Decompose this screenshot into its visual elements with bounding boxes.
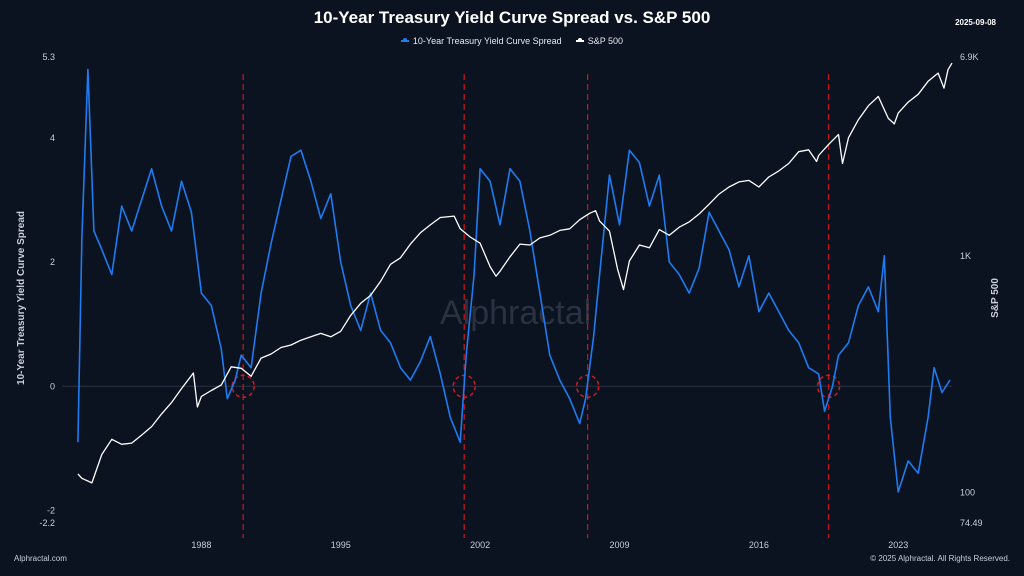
legend-label-spread: 10-Year Treasury Yield Curve Spread xyxy=(412,36,562,46)
y-tick-label: 4 xyxy=(50,133,55,143)
y2-tick-label: 100 xyxy=(960,488,975,498)
y-tick-label: 5.3 xyxy=(42,52,55,62)
legend-label-sp500: S&P 500 xyxy=(587,36,624,46)
y2-tick-label: 1K xyxy=(960,251,971,261)
y-tick-label: -2 xyxy=(47,506,55,516)
footer-source: Alphractal.com xyxy=(14,554,67,563)
watermark-text: Alphractal xyxy=(440,294,591,332)
legend-item-spread[interactable]: 10-Year Treasury Yield Curve Spread xyxy=(400,36,562,46)
x-tick-label: 2009 xyxy=(609,540,629,550)
legend: 10-Year Treasury Yield Curve Spread S&P … xyxy=(0,36,1024,46)
legend-swatch-spread xyxy=(400,38,409,42)
yield-spread-line xyxy=(77,68,951,493)
legend-swatch-sp500 xyxy=(575,38,584,42)
footer-copyright: © 2025 Alphractal. All Rights Reserved. xyxy=(870,554,1010,563)
x-tick-label: 2023 xyxy=(888,540,908,550)
y-axis-label-right: S&P 500 xyxy=(990,278,1001,318)
y-axis-label-left: 10-Year Treasury Yield Curve Spread xyxy=(16,211,27,385)
watermark: Alphractal xyxy=(440,294,591,332)
inversion-circle xyxy=(575,374,600,399)
x-tick-label: 1988 xyxy=(191,540,211,550)
chart-date: 2025-09-08 xyxy=(955,18,996,27)
x-tick-label: 1995 xyxy=(331,540,351,550)
y-tick-label: 0 xyxy=(50,381,55,391)
legend-item-sp500[interactable]: S&P 500 xyxy=(575,36,624,46)
y2-tick-label: 6.9K xyxy=(960,52,979,62)
y-tick-label: -2.2 xyxy=(39,518,55,528)
sp500-line xyxy=(77,62,953,484)
y-tick-label: 2 xyxy=(50,257,55,267)
chart-title: 10-Year Treasury Yield Curve Spread vs. … xyxy=(313,8,711,27)
inversion-circle xyxy=(231,374,255,399)
x-tick-label: 2002 xyxy=(470,540,490,550)
x-tick-label: 2016 xyxy=(749,540,769,550)
y2-tick-label: 74.49 xyxy=(960,518,983,528)
